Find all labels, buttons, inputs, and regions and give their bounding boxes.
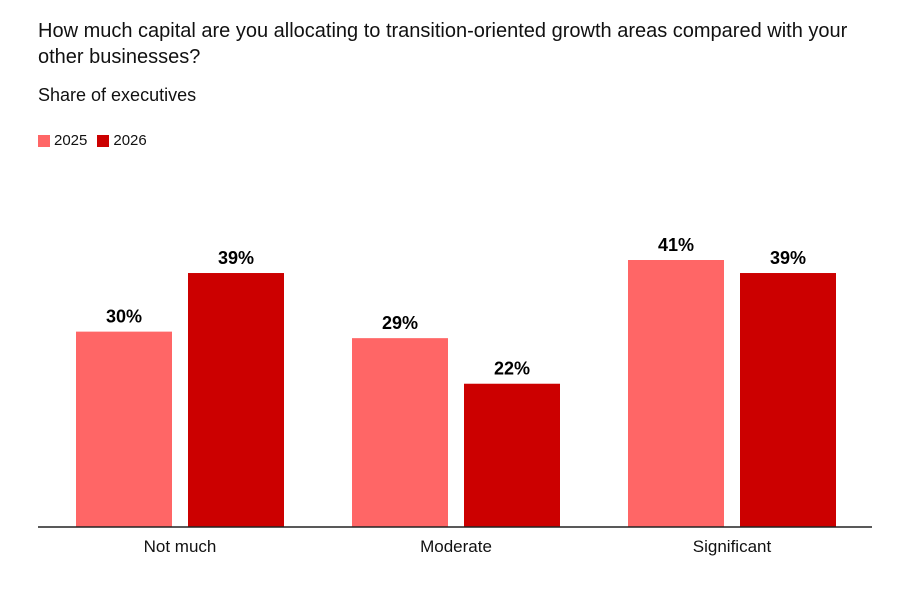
bar-not-much-2025 xyxy=(76,331,172,527)
chart-subtitle: Share of executives xyxy=(38,85,197,105)
legend: 2025 2026 xyxy=(38,132,157,149)
data-label-not-much-2025: 30% xyxy=(106,307,142,327)
data-label-significant-2026: 39% xyxy=(770,248,806,268)
category-label-not-much: Not much xyxy=(144,537,217,556)
category-label-significant: Significant xyxy=(693,537,772,556)
bar-moderate-2026 xyxy=(464,383,560,527)
data-label-significant-2025: 41% xyxy=(658,235,694,255)
legend-item-2026: 2026 xyxy=(97,132,147,149)
data-label-moderate-2026: 22% xyxy=(494,359,530,379)
legend-swatch-2025 xyxy=(38,134,50,147)
legend-label-2025: 2025 xyxy=(54,132,88,149)
category-label-moderate: Moderate xyxy=(420,537,492,556)
chart-title: How much capital are you allocating to t… xyxy=(38,20,848,68)
data-label-moderate-2025: 29% xyxy=(382,313,418,333)
bar-significant-2026 xyxy=(740,273,836,527)
bar-moderate-2025 xyxy=(352,338,448,527)
data-label-not-much-2026: 39% xyxy=(218,248,254,268)
bar-not-much-2026 xyxy=(188,273,284,527)
legend-label-2026: 2026 xyxy=(113,132,147,149)
legend-swatch-2026 xyxy=(97,134,110,147)
legend-item-2025: 2025 xyxy=(38,132,87,149)
bar-significant-2025 xyxy=(628,260,724,527)
